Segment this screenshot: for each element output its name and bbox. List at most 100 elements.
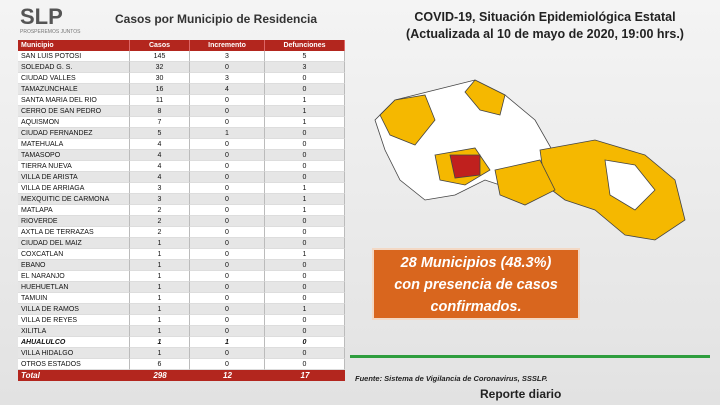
table-cell: 0 <box>190 271 265 282</box>
table-cell: 3 <box>130 183 190 194</box>
table-cell: 0 <box>190 348 265 359</box>
table-cell: 0 <box>190 260 265 271</box>
table-cell: 0 <box>190 194 265 205</box>
table-title: Casos por Municipio de Residencia <box>115 12 318 26</box>
callout-line: 28 Municipios (48.3%) <box>400 255 552 271</box>
table-cell: 16 <box>130 84 190 95</box>
table-cell: 4 <box>130 172 190 183</box>
table-cell: 2 <box>130 216 190 227</box>
table-cell: 0 <box>190 139 265 150</box>
table-cell: SOLEDAD G. S. <box>18 62 130 73</box>
table-cell: SAN LUIS POTOSI <box>18 51 130 62</box>
table-cell: 1 <box>265 205 345 216</box>
report-label: Reporte diario <box>480 387 562 401</box>
table-cell: 0 <box>190 183 265 194</box>
table-cell: MEXQUITIC DE CARMONA <box>18 194 130 205</box>
table-cell: AXTLA DE TERRAZAS <box>18 227 130 238</box>
table-cell: Incremento <box>190 40 265 51</box>
table-cell: 0 <box>190 205 265 216</box>
table-cell: 0 <box>190 106 265 117</box>
table-cell: 6 <box>130 359 190 370</box>
table-cell: 4 <box>130 150 190 161</box>
table-cell: 1 <box>265 249 345 260</box>
table-cell: 5 <box>265 51 345 62</box>
table-cell: 8 <box>130 106 190 117</box>
table-cell: 0 <box>265 84 345 95</box>
table-cell: 1 <box>130 337 190 348</box>
table-cell: 1 <box>265 95 345 106</box>
table-cell: 1 <box>130 260 190 271</box>
table-cell: 4 <box>130 139 190 150</box>
table-cell: 2 <box>130 227 190 238</box>
table-cell: 32 <box>130 62 190 73</box>
table-cell: 1 <box>130 348 190 359</box>
table-cell: EL NARANJO <box>18 271 130 282</box>
table-cell: 0 <box>265 293 345 304</box>
table-cell: 0 <box>190 326 265 337</box>
table-cell: 17 <box>265 370 345 381</box>
table-cell: MATEHUALA <box>18 139 130 150</box>
map <box>374 79 686 241</box>
table-cell: 1 <box>130 249 190 260</box>
table-cell: Defunciones <box>265 40 345 51</box>
table-cell: VILLA HIDALGO <box>18 348 130 359</box>
table-cell: 5 <box>130 128 190 139</box>
table-cell: 0 <box>190 304 265 315</box>
table-cell: VILLA DE REYES <box>18 315 130 326</box>
table-cell: XILITLA <box>18 326 130 337</box>
table-cell: 0 <box>265 359 345 370</box>
table-cell: 1 <box>265 194 345 205</box>
table-cell: 1 <box>130 326 190 337</box>
table-cell: 0 <box>190 293 265 304</box>
table-cell: 0 <box>265 337 345 348</box>
callout-line: con presencia de casos <box>394 277 558 293</box>
table-cell: 0 <box>190 282 265 293</box>
table-cell: 0 <box>190 150 265 161</box>
table-cell: TAMAZUNCHALE <box>18 84 130 95</box>
callout-line: confirmados. <box>430 299 522 315</box>
table-cell: 0 <box>265 315 345 326</box>
table-cell: RIOVERDE <box>18 216 130 227</box>
table-cell: CIUDAD VALLES <box>18 73 130 84</box>
table-cell: 1 <box>130 282 190 293</box>
table-cell: HUEHUETLAN <box>18 282 130 293</box>
table-cell: CIUDAD DEL MAIZ <box>18 238 130 249</box>
table-cell: 0 <box>265 73 345 84</box>
subtitle: (Actualizada al 10 de mayo de 2020, 19:0… <box>406 27 684 41</box>
logo-tagline: PROSPEREMOS JUNTOS <box>20 29 81 35</box>
table-cell: 0 <box>190 62 265 73</box>
table-cell: 7 <box>130 117 190 128</box>
table-cell: 3 <box>190 51 265 62</box>
table-cell: 0 <box>190 227 265 238</box>
title: COVID-19, Situación Epidemiológica Estat… <box>414 10 676 24</box>
table-cell: 3 <box>190 73 265 84</box>
table-cell: 0 <box>265 227 345 238</box>
table-cell: 0 <box>190 238 265 249</box>
table-cell: 3 <box>130 194 190 205</box>
table-cell: 0 <box>190 172 265 183</box>
table-cell: 1 <box>265 117 345 128</box>
table-cell: 1 <box>190 128 265 139</box>
table-cell: 0 <box>190 249 265 260</box>
table-cell: Casos <box>130 40 190 51</box>
table-cell: 0 <box>190 359 265 370</box>
table-cell: VILLA DE ARISTA <box>18 172 130 183</box>
table-cell: TAMUIN <box>18 293 130 304</box>
table-cell: 3 <box>265 62 345 73</box>
table-cell: 0 <box>265 150 345 161</box>
table-cell: TIERRA NUEVA <box>18 161 130 172</box>
table-cell: MATLAPA <box>18 205 130 216</box>
table-cell: 0 <box>265 161 345 172</box>
table-cell: 0 <box>265 139 345 150</box>
table-cell: 2 <box>130 205 190 216</box>
table: Municipio Casos Incremento Defunciones SAN L… <box>18 40 345 392</box>
table-cell: Total <box>18 370 130 381</box>
table-cell: 0 <box>190 95 265 106</box>
table-cell: TAMASOPO <box>18 150 130 161</box>
table-cell: 0 <box>190 117 265 128</box>
table-cell: CERRO DE SAN PEDRO <box>18 106 130 117</box>
table-cell: OTROS ESTADOS <box>18 359 130 370</box>
table-cell: 4 <box>190 84 265 95</box>
table-cell: CIUDAD FERNANDEZ <box>18 128 130 139</box>
